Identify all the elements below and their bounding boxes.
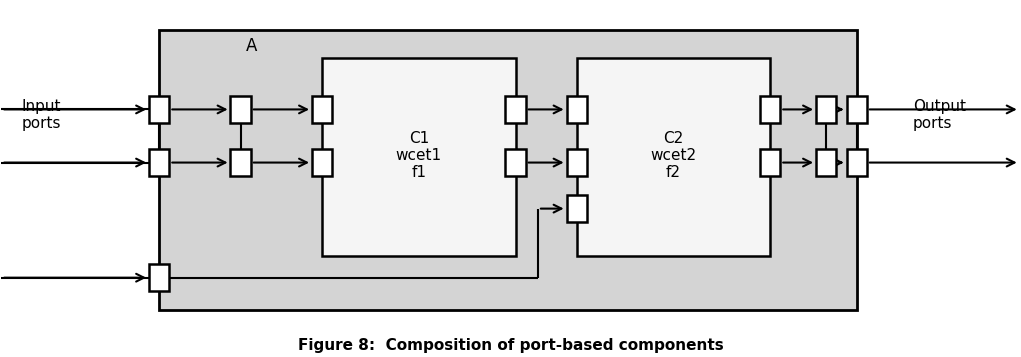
Bar xyxy=(846,149,867,176)
Text: C1
wcet1
f1: C1 wcet1 f1 xyxy=(396,131,442,180)
Bar xyxy=(816,149,836,176)
Bar xyxy=(149,265,169,291)
Bar xyxy=(323,58,516,256)
Bar xyxy=(312,149,332,176)
Bar xyxy=(149,149,169,176)
Text: Figure 8:  Composition of port-based components: Figure 8: Composition of port-based comp… xyxy=(298,338,723,353)
Bar xyxy=(505,149,526,176)
Bar xyxy=(149,96,169,123)
Bar xyxy=(159,30,857,310)
Bar xyxy=(816,96,836,123)
Bar xyxy=(760,96,780,123)
Bar xyxy=(846,96,867,123)
Bar xyxy=(231,96,251,123)
Bar xyxy=(231,149,251,176)
Bar xyxy=(567,195,587,222)
Text: C2
wcet2
f2: C2 wcet2 f2 xyxy=(650,131,696,180)
Bar xyxy=(577,58,770,256)
Text: Input
ports: Input ports xyxy=(21,99,61,131)
Bar xyxy=(505,96,526,123)
Bar xyxy=(312,96,332,123)
Text: Output
ports: Output ports xyxy=(913,99,966,131)
Bar xyxy=(760,149,780,176)
Text: A: A xyxy=(246,37,257,55)
Bar xyxy=(567,149,587,176)
Bar xyxy=(567,96,587,123)
